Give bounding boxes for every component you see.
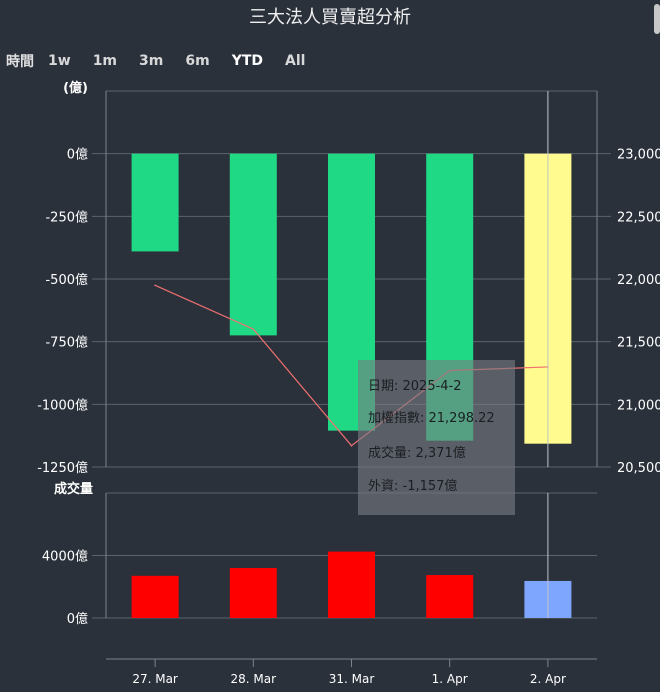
volume-tick-label: 0億 [67,611,88,627]
left-tick-label: -1250億 [37,460,88,476]
index-point [154,284,156,287]
chart-tooltip: 日期: 2025-4-2 加權指數: 21,298.22 成交量: 2,371億… [358,360,515,515]
x-tick-label: 2. Apr [530,672,566,686]
left-tick-label: -500億 [45,272,88,288]
range-selector: 時間 1w 1m 3m 6m YTD All [6,52,327,70]
right-tick-label: 22,500 [617,210,660,225]
tooltip-volume: 成交量: 2,371億 [368,446,466,461]
left-tick-label: -750億 [45,335,88,351]
tooltip-foreign: 外資: -1,157億 [368,479,458,494]
tooltip-date: 日期: 2025-4-2 [368,379,462,394]
foreign-bar [131,153,179,252]
left-tick-label: -250億 [45,209,88,225]
x-tick-label: 27. Mar [132,672,178,686]
x-tick-label: 31. Mar [329,672,375,686]
volume-bar [229,568,277,618]
left-tick-label: -1000億 [37,397,88,413]
chart-title: 三大法人買賣超分析 [249,7,411,28]
x-tick-label: 28. Mar [231,672,277,686]
range-button-1w[interactable]: 1w [48,53,71,69]
foreign-bar [229,153,277,336]
index-point [350,444,353,447]
right-tick-label: 22,000 [617,273,660,288]
right-tick-label: 21,000 [617,398,660,413]
range-button-3m[interactable]: 3m [139,53,164,69]
volume-bar [328,551,375,618]
range-button-all[interactable]: All [285,53,306,69]
range-selector-label: 時間 [6,54,34,70]
right-tick-label: 21,500 [617,336,660,351]
right-tick-label: 23,000 [617,148,660,163]
volume-bar [131,575,179,618]
volume-bar [426,575,474,618]
range-button-6m[interactable]: 6m [185,53,210,69]
tooltip-index: 加權指數: 21,298.22 [368,411,495,426]
index-point [252,328,255,330]
left-tick-label: 0億 [67,147,88,163]
scrollbar-thumb[interactable] [654,4,660,34]
volume-panel-label: 成交量 [54,481,93,497]
range-button-1m[interactable]: 1m [92,53,118,69]
left-axis-unit-label: (億) [63,80,88,96]
right-tick-label: 20,500 [617,461,660,476]
volume-tick-label: 4000億 [42,549,88,565]
x-tick-label: 1. Apr [432,672,468,686]
range-button-ytd[interactable]: YTD [231,53,264,69]
